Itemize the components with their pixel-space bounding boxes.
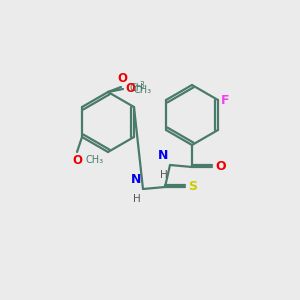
Text: N: N <box>158 149 168 162</box>
Text: N: N <box>130 173 141 186</box>
Text: F: F <box>221 94 230 106</box>
Text: O: O <box>72 154 82 167</box>
Text: S: S <box>188 181 197 194</box>
Text: 3: 3 <box>139 81 144 90</box>
Text: H: H <box>160 170 168 180</box>
Text: CH₃: CH₃ <box>133 85 151 95</box>
Text: O: O <box>215 160 226 173</box>
Text: CH: CH <box>129 83 143 93</box>
Text: CH₃: CH₃ <box>85 155 103 165</box>
Text: O: O <box>125 82 135 94</box>
Text: O: O <box>117 72 127 85</box>
Text: H: H <box>133 194 141 204</box>
